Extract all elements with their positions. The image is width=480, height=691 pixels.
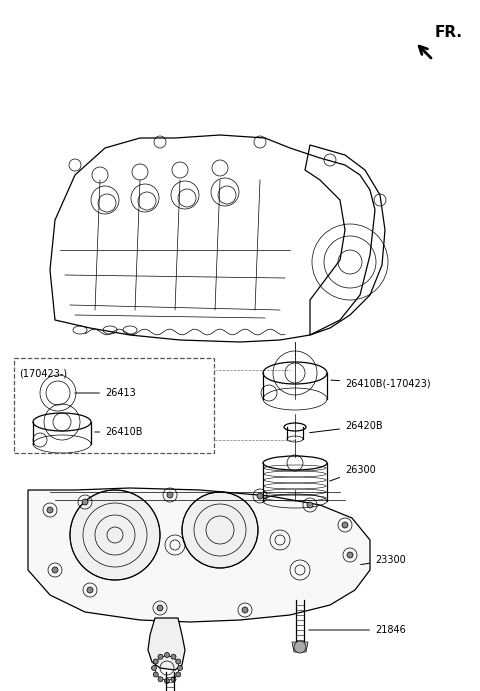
Polygon shape [292, 642, 308, 652]
Circle shape [157, 605, 163, 611]
Circle shape [70, 490, 160, 580]
Polygon shape [148, 618, 185, 670]
Circle shape [167, 492, 173, 498]
Circle shape [347, 552, 353, 558]
Circle shape [294, 641, 306, 653]
Text: FR.: FR. [435, 24, 463, 39]
Circle shape [87, 587, 93, 593]
Circle shape [82, 499, 88, 505]
Circle shape [165, 679, 169, 683]
Text: 26413: 26413 [75, 388, 136, 398]
Circle shape [165, 652, 169, 658]
Text: 26410B(-170423): 26410B(-170423) [331, 378, 431, 388]
Text: 21846: 21846 [309, 625, 406, 635]
Circle shape [47, 507, 53, 513]
Text: 23300: 23300 [361, 555, 406, 565]
Circle shape [171, 654, 176, 659]
Circle shape [152, 665, 156, 670]
Circle shape [171, 676, 176, 682]
Circle shape [342, 522, 348, 528]
Circle shape [176, 659, 181, 664]
Circle shape [153, 659, 158, 664]
Circle shape [158, 654, 163, 659]
Text: 26410B: 26410B [95, 427, 143, 437]
Text: 21846B: 21846B [0, 690, 1, 691]
Text: 26420B: 26420B [310, 421, 383, 433]
Text: (170423-): (170423-) [19, 368, 67, 378]
Circle shape [257, 493, 263, 499]
Circle shape [242, 607, 248, 613]
Polygon shape [28, 488, 370, 622]
Text: 26300: 26300 [330, 465, 376, 481]
Circle shape [52, 567, 58, 573]
Circle shape [307, 502, 313, 508]
Circle shape [153, 672, 158, 677]
Circle shape [158, 676, 163, 682]
Circle shape [182, 492, 258, 568]
Circle shape [178, 665, 182, 670]
Circle shape [176, 672, 181, 677]
